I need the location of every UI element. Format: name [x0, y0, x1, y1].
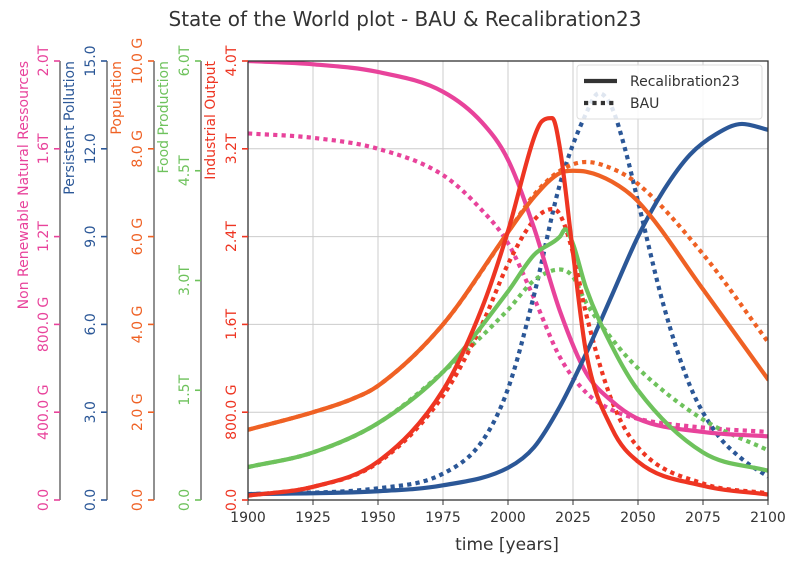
x-tick-label: 1975 — [425, 510, 461, 526]
y-axis-label-pp: Persistent Pollution — [62, 61, 78, 195]
y-tick-label: 15.0 — [83, 45, 99, 76]
y-axis-label-pop: Population — [109, 61, 125, 135]
x-tick-label: 2025 — [555, 510, 591, 526]
y-axis-pop: 0.0 2.0 G 4.0 G 6.0 G 8.0 G 10.0 G Population — [109, 38, 155, 511]
y-axis-label-food: Food Production — [156, 61, 172, 174]
y-tick-label: 4.0T — [224, 45, 240, 76]
y-tick-label: 8.0 G — [130, 130, 146, 168]
y-tick-label: 6.0 G — [130, 218, 146, 256]
y-axis-food: 0.0 1.5T 3.0T 4.5T 6.0T Food Production — [156, 45, 202, 511]
y-tick-label: 4.0 G — [130, 306, 146, 344]
x-axis: 1900 1925 1950 1975 2000 2025 2050 2075 2100 — [230, 500, 786, 526]
y-tick-label: 1.5T — [177, 374, 193, 405]
x-tick-label: 1925 — [295, 510, 331, 526]
y-tick-label: 1.6T — [224, 309, 240, 340]
series-io-recalibration23 — [248, 115, 768, 498]
y-tick-label: 6.0 — [83, 313, 99, 335]
x-tick-label: 2100 — [750, 510, 786, 526]
y-axis-label-io: Industrial Output — [203, 60, 219, 179]
legend-label: Recalibration23 — [630, 74, 740, 90]
y-tick-label: 0.0 — [130, 489, 146, 511]
y-tick-label: 3.2T — [224, 133, 240, 164]
y-tick-label: 800.0 G — [224, 385, 240, 440]
y-tick-label: 0.0 — [83, 489, 99, 511]
y-tick-label: 3.0T — [177, 265, 193, 296]
x-tick-label: 2050 — [620, 510, 656, 526]
y-axis-io: 0.0 800.0 G 1.6T 2.4T 3.2T 4.0T Industrial Out… — [203, 45, 248, 511]
y-tick-label: 1.2T — [36, 221, 52, 252]
y-axis-label-nr: Non Renewable Natural Ressources — [16, 61, 32, 309]
x-tick-label: 2000 — [490, 510, 526, 526]
y-tick-label: 2.0 G — [130, 393, 146, 431]
series-pp-recalibration23 — [248, 121, 768, 497]
legend-label: BAU — [630, 96, 659, 112]
y-tick-label: 12.0 — [83, 133, 99, 164]
y-tick-label: 4.5T — [177, 155, 193, 186]
x-tick-label: 1900 — [230, 510, 266, 526]
series-lines — [248, 61, 768, 498]
y-tick-label: 0.0 — [177, 489, 193, 511]
legend: Recalibration23 BAU — [576, 64, 763, 120]
y-tick-label: 6.0T — [177, 45, 193, 76]
y-tick-label: 9.0 — [83, 225, 99, 247]
series-nr-recalibration23 — [248, 61, 768, 439]
y-tick-label: 3.0 — [83, 401, 99, 423]
y-axis-pp: 0.0 3.0 6.0 9.0 12.0 15.0 Persistent Pollution — [62, 45, 108, 511]
y-tick-label: 1.6T — [36, 133, 52, 164]
y-tick-label: 0.0 — [36, 489, 52, 511]
y-tick-label: 800.0 G — [36, 297, 52, 352]
y-tick-label: 0.0 — [224, 489, 240, 511]
x-tick-label: 1950 — [360, 510, 396, 526]
y-tick-label: 400.0 G — [36, 385, 52, 440]
chart-title: State of the World plot - BAU & Recalibr… — [169, 7, 642, 31]
legend-box — [576, 64, 763, 120]
series-pop-recalibration23 — [248, 168, 768, 432]
grid — [247, 60, 769, 501]
y-tick-label: 2.4T — [224, 221, 240, 252]
x-axis-label: time [years] — [455, 535, 559, 555]
x-tick-label: 2075 — [685, 510, 721, 526]
y-tick-label: 10.0 G — [130, 38, 146, 84]
series-food-recalibration23 — [248, 227, 768, 473]
y-tick-label: 2.0T — [36, 45, 52, 76]
